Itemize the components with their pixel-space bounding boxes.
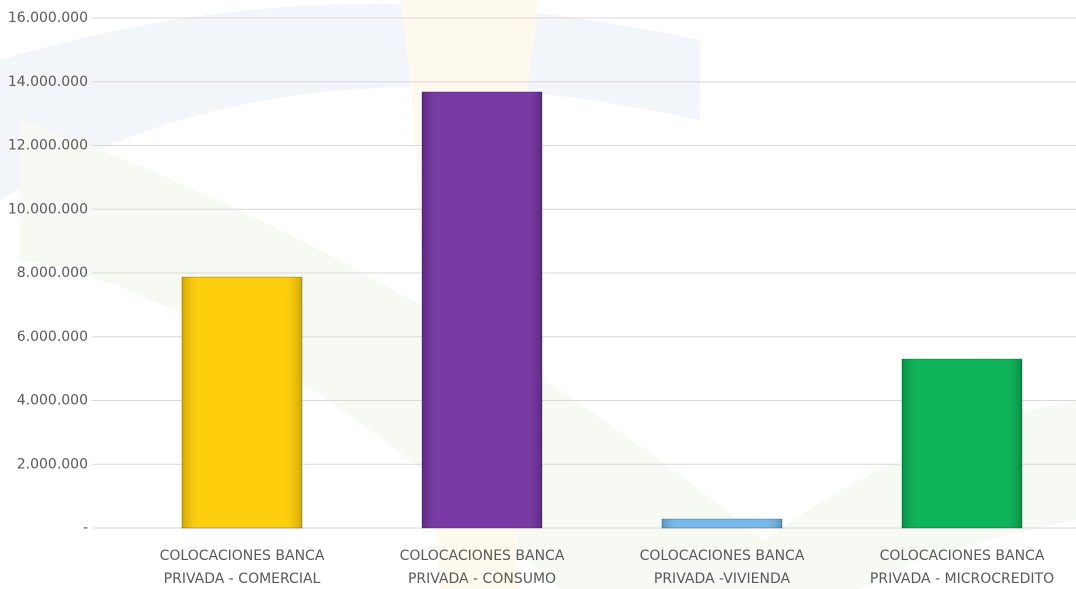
y-tick-label: 10.000.000 [8, 201, 88, 217]
x-tick-label: COLOCACIONES BANCA [880, 548, 1045, 564]
x-tick-label: COLOCACIONES BANCA [640, 548, 805, 564]
bar-shading [902, 359, 1022, 528]
plot-area: - 2.000.000 4.000.000 6.000.000 8.000.000 10.… [8, 10, 1076, 587]
y-tick-label: - [83, 520, 88, 536]
bar-shading [662, 519, 782, 528]
y-tick-label: 6.000.000 [17, 329, 88, 345]
y-tick-label: 8.000.000 [17, 265, 88, 281]
bar-shading [422, 91, 542, 528]
y-tick-label: 12.000.000 [8, 138, 88, 154]
x-tick-label: PRIVADA -VIVIENDA [654, 571, 791, 587]
x-tick-label: PRIVADA - COMERCIAL [164, 571, 321, 587]
y-tick-label: 16.000.000 [8, 10, 88, 26]
bar-shading [182, 277, 302, 528]
y-tick-label: 4.000.000 [17, 393, 88, 409]
x-tick-label: COLOCACIONES BANCA [400, 548, 565, 564]
y-tick-label: 2.000.000 [17, 456, 88, 472]
x-tick-label: PRIVADA - MICROCREDITO [870, 571, 1054, 587]
y-tick-label: 14.000.000 [8, 74, 88, 90]
x-tick-label: PRIVADA - CONSUMO [408, 571, 556, 587]
x-tick-label: COLOCACIONES BANCA [160, 548, 325, 564]
